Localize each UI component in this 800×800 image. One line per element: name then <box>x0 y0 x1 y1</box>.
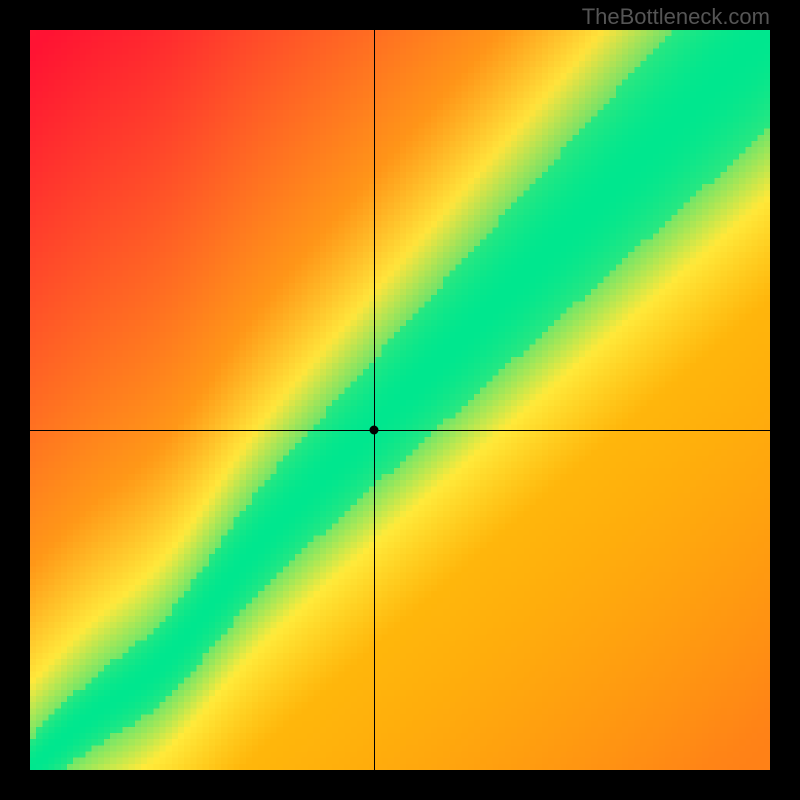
crosshair-marker-dot <box>370 425 379 434</box>
chart-frame: TheBottleneck.com <box>0 0 800 800</box>
heatmap-plot-area <box>30 30 770 770</box>
heatmap-canvas <box>30 30 770 770</box>
crosshair-horizontal-line <box>30 430 770 431</box>
crosshair-vertical-line <box>374 30 375 770</box>
watermark-text: TheBottleneck.com <box>582 4 770 30</box>
